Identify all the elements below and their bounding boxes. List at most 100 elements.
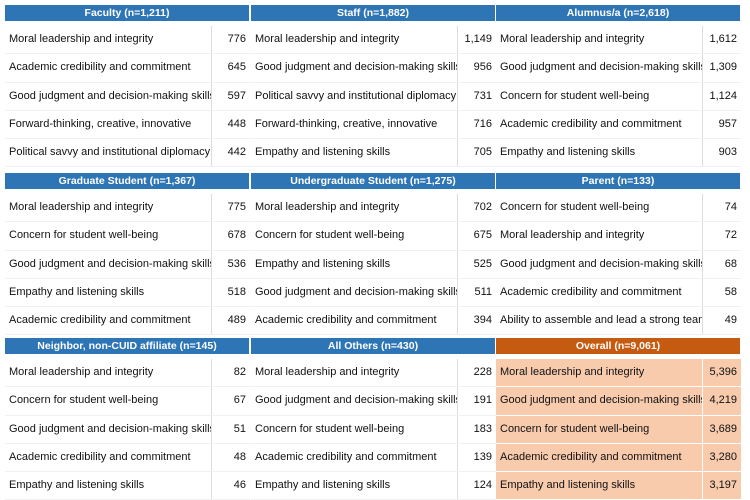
row-value: 48 <box>211 443 250 472</box>
row-label: Academic credibility and commitment <box>500 117 682 130</box>
table-row: Empathy and listening skills 705 <box>251 139 496 168</box>
row-label: Empathy and listening skills <box>500 146 636 159</box>
table-row: Empathy and listening skills 3,197 <box>496 472 741 500</box>
table-panel: Faculty (n=1,211) Moral leadership and in… <box>5 5 250 168</box>
panel-title: Graduate Student (n=1,367) <box>5 173 250 189</box>
panel-rows: Moral leadership and integrity 1,149 Good … <box>251 21 496 168</box>
row-value: 956 <box>457 54 496 82</box>
row-label: Empathy and listening skills <box>255 479 391 492</box>
row-value: 903 <box>702 139 741 167</box>
table-panel: All Others (n=430) Moral leadership and i… <box>251 338 496 500</box>
table-row: Academic credibility and commitment 139 <box>251 443 496 473</box>
row-label: Concern for student well-being <box>9 229 159 242</box>
row-label: Good judgment and decision-making skills <box>9 89 211 102</box>
panel-title: Undergraduate Student (n=1,275) <box>251 173 496 189</box>
row-label: Moral leadership and integrity <box>500 33 645 45</box>
table-panel: Overall (n=9,061) Moral leadership and in… <box>496 338 741 500</box>
table-row: Empathy and listening skills 124 <box>251 472 496 500</box>
row-label: Empathy and listening skills <box>255 146 391 159</box>
row-value: 3,280 <box>702 443 741 472</box>
table-row: Good judgment and decision-making skills… <box>5 250 250 279</box>
table-row: Political savvy and institutional diplom… <box>5 139 250 168</box>
table-row: Good judgment and decision-making skills… <box>5 82 250 111</box>
row-label: Good judgment and decision-making skills <box>500 61 702 74</box>
row-value: 957 <box>702 110 741 139</box>
row-value: 489 <box>211 307 250 335</box>
table-panel: Alumnus/a (n=2,618) Moral leadership and … <box>496 5 741 168</box>
row-value: 702 <box>457 194 496 222</box>
row-value: 394 <box>457 307 496 335</box>
row-label: Good judgment and decision-making skills <box>255 61 457 74</box>
table-row: Good judgment and decision-making skills… <box>251 278 496 308</box>
row-label: Empathy and listening skills <box>500 479 636 492</box>
row-label: Moral leadership and integrity <box>9 33 154 45</box>
row-value: 51 <box>211 415 250 443</box>
panel-rows: Moral leadership and integrity 5,396 Good … <box>496 354 741 500</box>
table-row: Concern for student well-being 67 <box>5 387 250 416</box>
table-row: Good judgment and decision-making skills… <box>496 54 741 83</box>
table-panel: Parent (n=133) Concern for student well-b… <box>496 173 741 336</box>
row-label: Empathy and listening skills <box>9 285 145 298</box>
row-value: 183 <box>457 415 496 443</box>
row-label: Concern for student well-being <box>500 89 650 102</box>
row-value: 49 <box>702 307 741 335</box>
row-label: Moral leadership and integrity <box>9 366 154 378</box>
row-value: 67 <box>211 387 250 415</box>
row-value: 82 <box>211 359 250 387</box>
row-label: Good judgment and decision-making skills <box>255 394 457 407</box>
panel-rows: Concern for student well-being 74 Moral le… <box>496 189 741 336</box>
table-row: Forward-thinking, creative, innovative 44… <box>5 110 250 140</box>
row-label: Good judgment and decision-making skills <box>9 422 211 435</box>
row-value: 1,612 <box>702 26 741 54</box>
row-label: Good judgment and decision-making skills <box>9 257 211 270</box>
table-row: Political savvy and institutional diplom… <box>251 82 496 111</box>
row-value: 442 <box>211 139 250 167</box>
row-value: 58 <box>702 278 741 307</box>
row-value: 518 <box>211 278 250 307</box>
row-value: 1,124 <box>702 82 741 110</box>
table-panel: Undergraduate Student (n=1,275) Moral lea… <box>251 173 496 336</box>
table-row: Moral leadership and integrity 82 <box>5 359 250 388</box>
panel-title: All Others (n=430) <box>251 338 496 354</box>
table-row: Moral leadership and integrity 1,612 <box>496 26 741 55</box>
row-label: Academic credibility and commitment <box>9 450 191 463</box>
row-value: 776 <box>211 26 250 54</box>
table-panel: Staff (n=1,882) Moral leadership and inte… <box>251 5 496 168</box>
row-label: Academic credibility and commitment <box>255 450 437 463</box>
row-label: Ability to assemble and lead a strong te… <box>500 314 702 327</box>
row-value: 448 <box>211 110 250 139</box>
row-value: 1,149 <box>457 26 496 54</box>
panel-rows: Moral leadership and integrity 775 Concern… <box>5 189 250 336</box>
row-value: 4,219 <box>702 387 741 415</box>
table-panel: Neighbor, non-CUID affiliate (n=145) Mora… <box>5 338 250 500</box>
row-label: Empathy and listening skills <box>255 257 391 270</box>
table-row: Moral leadership and integrity 72 <box>496 222 741 251</box>
table-row: Moral leadership and integrity 775 <box>5 194 250 223</box>
table-row: Moral leadership and integrity 1,149 <box>251 26 496 55</box>
row-value: 705 <box>457 139 496 167</box>
row-label: Forward-thinking, creative, innovative <box>9 117 192 130</box>
table-row: Good judgment and decision-making skills… <box>496 387 741 416</box>
table-row: Concern for student well-being 74 <box>496 194 741 223</box>
table-row: Academic credibility and commitment 645 <box>5 54 250 83</box>
row-label: Political savvy and institutional diplom… <box>9 146 211 159</box>
row-value: 645 <box>211 54 250 82</box>
row-label: Concern for student well-being <box>500 201 650 213</box>
row-label: Good judgment and decision-making skills <box>500 257 702 270</box>
table-row: Good judgment and decision-making skills… <box>251 387 496 416</box>
row-label: Good judgment and decision-making skills <box>500 394 702 407</box>
table-row: Good judgment and decision-making skills… <box>5 415 250 444</box>
table-row: Ability to assemble and lead a strong te… <box>496 307 741 336</box>
table-row: Concern for student well-being 675 <box>251 222 496 251</box>
table-row: Concern for student well-being 3,689 <box>496 415 741 444</box>
table-row: Moral leadership and integrity 776 <box>5 26 250 55</box>
table-row: Empathy and listening skills 525 <box>251 250 496 279</box>
table-row: Good judgment and decision-making skills… <box>496 250 741 279</box>
row-value: 678 <box>211 222 250 250</box>
row-label: Moral leadership and integrity <box>255 366 400 378</box>
row-value: 3,689 <box>702 415 741 443</box>
row-label: Political savvy and institutional diplom… <box>255 89 457 102</box>
row-value: 1,309 <box>702 54 741 82</box>
row-label: Concern for student well-being <box>9 394 159 407</box>
